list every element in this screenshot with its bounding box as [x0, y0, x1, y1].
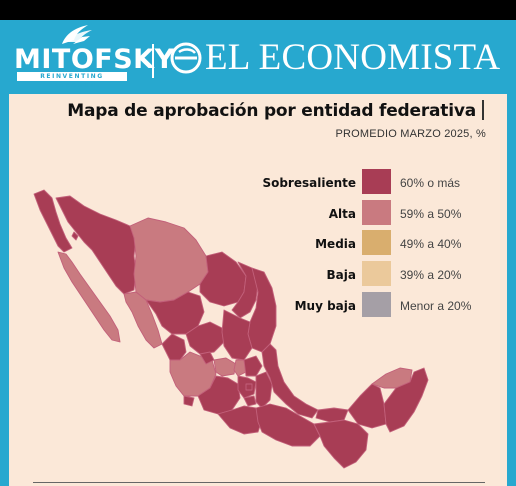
- region-campeche: [347, 383, 387, 429]
- region-nayarit: [161, 333, 187, 361]
- region-chihuahua: [129, 217, 209, 303]
- mitofsky-bird-logo-icon: [62, 25, 92, 44]
- region-quintana-roo: [383, 367, 429, 433]
- mitofsky-logo: MITOFSKY: [14, 44, 175, 75]
- el-economista-logo: EL ECONOMISTA: [205, 37, 501, 78]
- region-puebla: [255, 371, 273, 409]
- legend-swatch-muy-baja: [362, 292, 391, 317]
- mitofsky-tagline: REINVENTING RESEARCH: [17, 72, 127, 89]
- legend-swatch-baja: [362, 261, 391, 286]
- region-hidalgo: [243, 355, 263, 377]
- legend-range-alta: 59% a 50%: [400, 207, 462, 221]
- legend-swatch-sobresaliente: [362, 169, 391, 194]
- region-coahuila: [199, 251, 247, 307]
- legend-label-muy-baja: Muy baja: [294, 299, 356, 313]
- legend-swatch-media: [362, 230, 391, 255]
- region-morelos: [243, 395, 257, 407]
- legend-range-baja: 39% a 20%: [400, 268, 462, 282]
- region-island: [71, 231, 79, 241]
- region-oaxaca: [255, 403, 321, 447]
- legend-range-sobresaliente: 60% o más: [400, 176, 461, 190]
- region-yucatan: [371, 367, 413, 389]
- top-black-bar: [0, 0, 516, 20]
- region-chiapas: [313, 419, 369, 469]
- map-title: Mapa de aprobación por entidad federativ…: [67, 101, 476, 121]
- title-divider: [482, 100, 484, 120]
- el-economista-e-icon: [170, 42, 202, 74]
- region-sinaloa: [123, 291, 163, 349]
- bottom-rule: [33, 482, 485, 483]
- legend-label-alta: Alta: [328, 207, 356, 221]
- region-baja-california-sur: [57, 251, 121, 343]
- region-baja-california: [33, 189, 73, 253]
- map-subtitle: PROMEDIO MARZO 2025, %: [335, 128, 486, 140]
- region-durango: [145, 291, 205, 335]
- region-san-luis-potosi: [221, 309, 253, 361]
- legend-label-sobresaliente: Sobresaliente: [262, 176, 356, 190]
- region-cdmx: [245, 383, 253, 391]
- region-guanajuato: [213, 357, 237, 377]
- legend-range-muy-baja: Menor a 20%: [400, 299, 472, 313]
- region-queretaro: [233, 359, 247, 377]
- logo-separator: [152, 44, 154, 78]
- region-colima: [183, 395, 195, 407]
- legend-label-media: Media: [315, 237, 356, 251]
- legend-range-media: 49% a 40%: [400, 237, 462, 251]
- legend-swatch-alta: [362, 200, 391, 225]
- region-sonora: [55, 195, 137, 295]
- legend-label-baja: Baja: [326, 268, 356, 282]
